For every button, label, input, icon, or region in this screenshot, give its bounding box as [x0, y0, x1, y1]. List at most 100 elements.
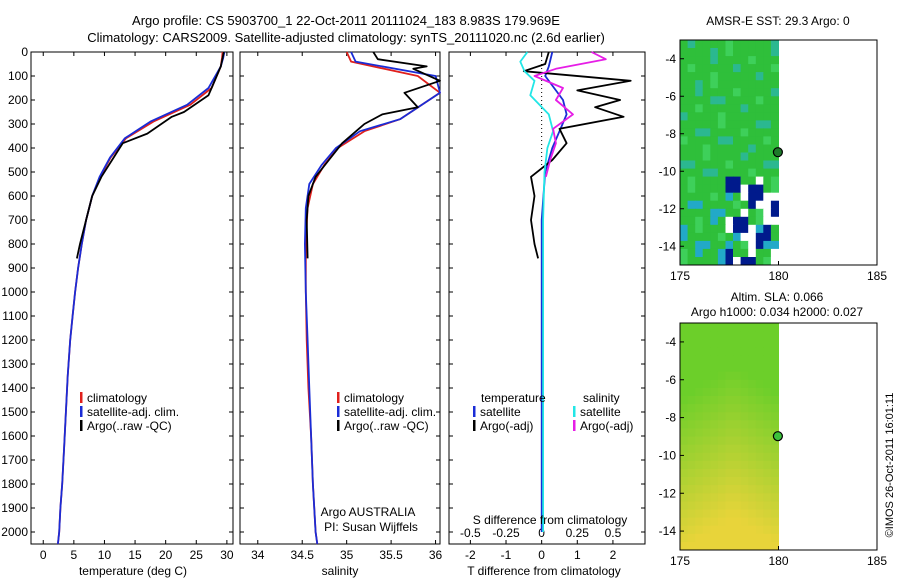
- map-cell: [725, 88, 734, 97]
- map-cell: [717, 80, 726, 89]
- map-cell: [702, 120, 711, 129]
- map-cell: [733, 88, 742, 97]
- map-cell: [763, 104, 772, 113]
- map-cell: [687, 525, 696, 535]
- map-cell: [695, 224, 704, 234]
- map-cell: [687, 240, 696, 250]
- map-cell: [740, 240, 749, 250]
- map-cell: [710, 152, 719, 161]
- map-cell: [695, 412, 704, 421]
- map-cell: [763, 339, 772, 348]
- map-cell: [725, 257, 734, 266]
- map-cell: [695, 396, 704, 405]
- map-cell: [748, 452, 757, 462]
- map-cell: [763, 208, 772, 218]
- map-cell: [702, 509, 711, 519]
- map-cell: [680, 347, 689, 356]
- salinity-series-satellite: [303, 51, 441, 545]
- map-cell: [733, 136, 742, 145]
- temperature-xtick-label: 5: [71, 548, 78, 562]
- depth-tick-label: 400: [8, 141, 28, 155]
- map-cell: [680, 363, 689, 373]
- map-ytick-label: -10: [659, 448, 677, 462]
- map-cell: [748, 240, 757, 250]
- map-cell: [702, 501, 711, 510]
- map-cell: [695, 501, 704, 510]
- map-cell: [755, 152, 764, 161]
- map-cell: [740, 72, 749, 81]
- map-cell: [717, 48, 726, 57]
- map-cell: [695, 104, 704, 113]
- map-cell: [687, 371, 696, 381]
- map-cell: [702, 184, 711, 194]
- map-cell: [710, 208, 719, 218]
- map-cell: [687, 396, 696, 405]
- map-cell: [710, 96, 719, 105]
- map-cell: [702, 525, 711, 535]
- map-cell: [755, 323, 764, 332]
- map-cell: [733, 517, 742, 527]
- map-cell: [748, 509, 757, 519]
- map-cell: [733, 509, 742, 519]
- map-cell: [740, 363, 749, 373]
- map-cell: [755, 200, 764, 210]
- map-cell: [710, 331, 719, 340]
- map-cell: [695, 436, 704, 446]
- map-cell: [687, 363, 696, 373]
- map-cell: [755, 412, 764, 421]
- map-cell: [717, 460, 726, 470]
- map-cell: [710, 444, 719, 454]
- map-cell: [695, 184, 704, 194]
- map-cell: [763, 152, 772, 161]
- map-cell: [710, 192, 719, 202]
- map-cell: [733, 331, 742, 340]
- map-cell: [702, 40, 711, 49]
- difference-s-tick-label: -0.25: [492, 526, 520, 540]
- map-cell: [710, 128, 719, 137]
- map-cell: [710, 40, 719, 49]
- map-cell: [702, 128, 711, 137]
- map-cell: [702, 248, 711, 258]
- map-cell: [755, 404, 764, 413]
- map-cell: [755, 509, 764, 519]
- map-cell: [687, 128, 696, 137]
- map-cell: [748, 444, 757, 454]
- map-cell: [755, 436, 764, 446]
- map-cell: [770, 493, 779, 502]
- map-cell: [770, 48, 779, 57]
- map-cell: [748, 533, 757, 543]
- map-cell: [717, 363, 726, 373]
- salinity-legend-swatch: [337, 406, 340, 417]
- map-cell: [748, 72, 757, 81]
- map-cell: [725, 56, 734, 65]
- map-cell: [687, 339, 696, 348]
- map-cell: [680, 257, 689, 266]
- map-cell: [717, 152, 726, 161]
- map-cell: [710, 104, 719, 113]
- depth-tick-label: 1900: [1, 501, 28, 515]
- map-cell: [748, 347, 757, 356]
- map-cell: [695, 144, 704, 153]
- map-cell: [725, 493, 734, 502]
- map-cell: [770, 347, 779, 356]
- map-cell: [763, 517, 772, 527]
- map-cell: [748, 208, 757, 218]
- map-cell: [695, 493, 704, 502]
- map-cell: [680, 428, 689, 437]
- map-cell: [717, 379, 726, 389]
- map-cell: [725, 224, 734, 234]
- map-cell: [725, 501, 734, 510]
- map-cell: [710, 420, 719, 429]
- difference-xtick-label: -1: [501, 548, 512, 562]
- depth-tick-label: 800: [8, 237, 28, 251]
- map-cell: [717, 128, 726, 137]
- map-cell: [710, 477, 719, 486]
- map-cell: [702, 444, 711, 454]
- map-cell: [695, 168, 704, 178]
- map-cell: [702, 224, 711, 234]
- map-cell: [763, 40, 772, 49]
- map-cell: [763, 240, 772, 250]
- map-cell: [687, 436, 696, 446]
- map-cell: [695, 120, 704, 129]
- map-cell: [770, 192, 779, 202]
